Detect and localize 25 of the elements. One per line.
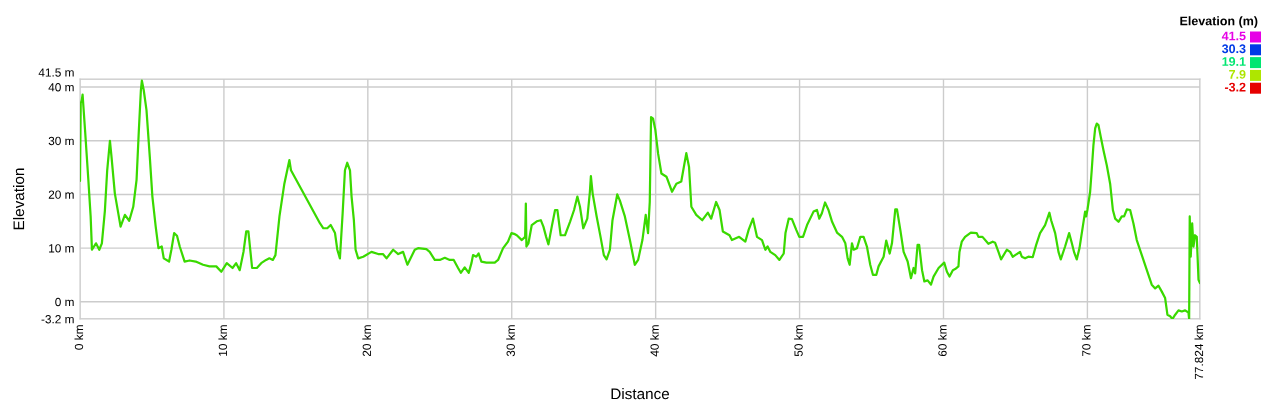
y-tick-label: 30 m: [48, 136, 74, 146]
y-axis-title: Elevation: [13, 168, 25, 230]
x-tick-label: 70 km: [1081, 325, 1091, 357]
y-tick-label: 0 m: [55, 297, 74, 307]
y-tick-label: 20 m: [48, 190, 74, 199]
y-tick-label: -3.2 m: [41, 315, 74, 324]
y-tick-label: 41.5 m: [38, 68, 74, 77]
color-bar-label: 19.1: [1222, 57, 1246, 66]
x-tick-label: 50 km: [794, 325, 803, 357]
x-tick-label: 0 km: [74, 325, 84, 350]
color-bar-label: -3.2: [1224, 82, 1246, 92]
color-bar-label: 30.3: [1221, 44, 1246, 54]
x-tick-label: 40 km: [650, 325, 659, 357]
color-bar-label: 41.5: [1221, 31, 1246, 41]
x-tick-label: 30 km: [506, 325, 515, 357]
x-tick-label: 60 km: [937, 325, 947, 357]
color-bar-title: Elevation (m): [1180, 16, 1258, 28]
line-series: [80, 79, 1200, 319]
color-bar-label: 7.9: [1229, 69, 1246, 79]
x-tick-label: 77.824 km: [1194, 325, 1204, 380]
x-tick-label: 20 km: [362, 325, 371, 357]
y-tick-label: 10 m: [49, 244, 74, 253]
x-tick-label: 10 km: [218, 325, 228, 356]
y-tick-label: 40 m: [48, 83, 74, 92]
x-axis-title: Distance: [611, 388, 670, 400]
